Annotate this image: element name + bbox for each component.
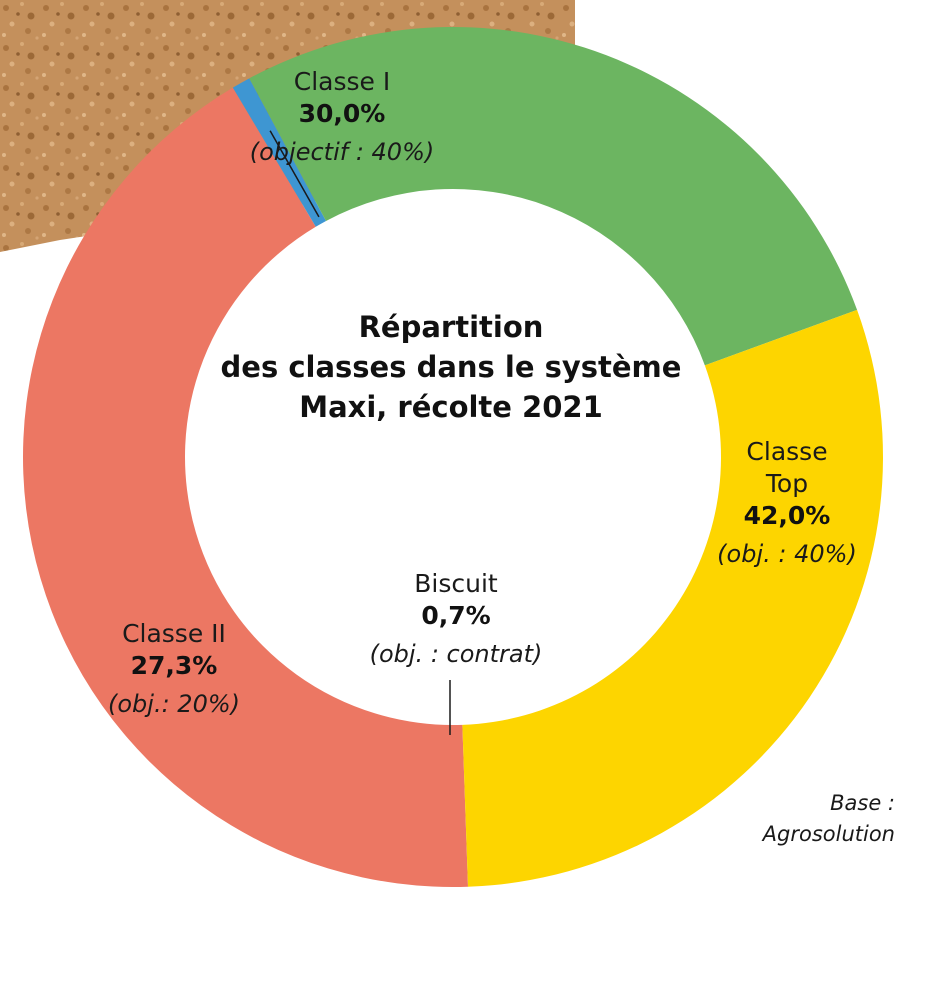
biscuit-value: 0,7% [421,601,490,630]
classe-ii-target: (obj.: 20%) [108,690,240,718]
chart-title-line: Maxi, récolte 2021 [299,390,603,424]
classe-top-label: Classe [746,437,827,466]
classe-top-value: 42,0% [744,501,831,530]
biscuit-label: Biscuit [414,569,498,598]
classe-i-value: 30,0% [299,99,386,128]
classe-ii-value: 27,3% [131,651,218,680]
source-note-line: Agrosolution [761,822,895,846]
source-note: Base : Agrosolution [761,791,895,846]
classe-top-label: Top [765,469,808,498]
chart-title-line: des classes dans le système [221,350,682,384]
chart-title: Répartition des classes dans le système Ma… [221,310,682,424]
classe-top-target: (obj. : 40%) [717,540,857,568]
slice-classe-top [23,87,469,888]
classe-i-label: Classe I [294,67,390,96]
pointer-line-lower [269,130,320,218]
chart-title-line: Répartition [359,310,544,344]
classe-ii-label: Classe II [122,619,226,648]
slice-classe-ii [249,27,858,366]
biscuit-target: (obj. : contrat) [370,640,543,668]
slice-classe-i [462,309,883,887]
slice-labels: Classe Top 42,0% (obj. : 40%) Biscuit 0,7% (ob… [108,67,857,718]
slices-group [23,27,883,888]
source-note-line: Base : [830,791,895,815]
classe-i-target: (objectif : 40%) [250,138,435,166]
biscuit-pointer [269,130,451,735]
